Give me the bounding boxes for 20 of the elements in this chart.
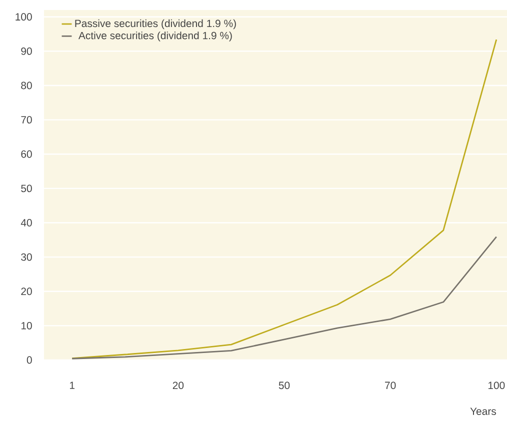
y-tick-label: 50 — [21, 184, 32, 192]
y-tick-label: 10 — [21, 322, 32, 330]
y-tick-label: 60 — [21, 150, 32, 158]
y-tick-label: 90 — [21, 47, 32, 55]
y-tick-label: 0 — [26, 356, 32, 364]
legend-label: Active securities (dividend 1.9 %) — [78, 32, 232, 42]
x-tick-label: 20 — [172, 382, 184, 390]
x-tick-label: 1 — [70, 382, 74, 389]
x-tick-label: 50 — [278, 382, 290, 390]
y-tick-label: 80 — [21, 82, 32, 90]
y-tick-label: 40 — [20, 219, 32, 226]
y-tick-label: 100 — [16, 13, 32, 21]
legend-label: Passive securities (dividend 1.9 %) — [75, 19, 236, 30]
line-series — [71, 236, 498, 360]
x-tick-label: 70 — [385, 382, 396, 390]
x-axis-title: Years — [470, 408, 496, 415]
x-tick-label: 100 — [488, 382, 505, 390]
y-tick-label: 20 — [21, 288, 32, 296]
y-tick-label: 70 — [21, 116, 32, 124]
y-tick-label: 30 — [21, 253, 32, 261]
